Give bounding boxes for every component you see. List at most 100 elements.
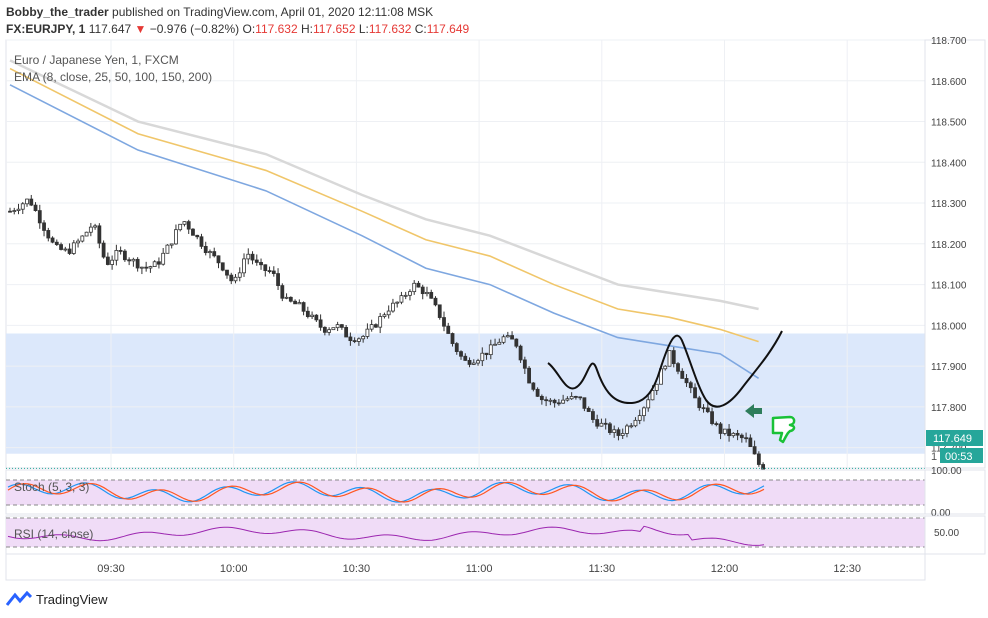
candle: [288, 296, 293, 303]
candle: [578, 396, 583, 401]
candle: [752, 440, 757, 455]
ema-line-1: [9, 67, 759, 343]
vertical-gridlines: [110, 40, 848, 554]
price-tick-label: 118.400: [931, 158, 967, 169]
candle: [527, 366, 531, 384]
time-tick-label: 10:30: [343, 563, 371, 575]
candle: [425, 286, 429, 297]
time-axis[interactable]: [5, 553, 926, 581]
rsi-line: [7, 525, 765, 546]
candle: [110, 255, 115, 270]
candle: [276, 268, 280, 290]
candle: [399, 291, 404, 305]
published-text: published on TradingView.com, April 01, …: [112, 5, 434, 19]
candle: [565, 396, 570, 402]
candle: [739, 433, 744, 443]
price-tick-label: 118.700: [931, 36, 967, 47]
candle: [71, 239, 76, 255]
time-axis-labels: 09:30 10:00 10:30 11:00 11:30 12:00 12:30: [97, 563, 861, 575]
candle: [46, 227, 51, 242]
candle: [756, 451, 761, 467]
quote-line: FX:EURJPY, 1 117.647 ▼ −0.976 (−0.82%) O…: [6, 22, 469, 36]
candle: [310, 311, 314, 320]
publish-line: Bobby_the_trader published on TradingVie…: [6, 5, 433, 19]
candle: [220, 262, 225, 272]
price-tick-label: 117.800: [931, 403, 967, 414]
candle: [33, 202, 38, 212]
candle: [433, 296, 438, 307]
horizontal-gridlines: [6, 39, 925, 449]
candle: [42, 220, 46, 237]
candle: [518, 344, 523, 363]
candle: [50, 236, 55, 244]
ema-line-2: [9, 59, 759, 311]
candle: [727, 424, 731, 442]
candle: [710, 407, 714, 426]
candle: [654, 383, 659, 395]
main-legend-title[interactable]: Euro / Japanese Yen, 1, FXCM: [14, 53, 179, 67]
rsi-legend[interactable]: RSI (14, close): [14, 527, 94, 541]
time-tick-label: 10:00: [220, 563, 248, 575]
candle: [671, 347, 676, 368]
drawn-curve-annotation: [547, 330, 783, 408]
time-tick-label: 12:30: [833, 563, 861, 575]
candle: [208, 249, 212, 259]
candle: [667, 350, 672, 367]
author-name[interactable]: Bobby_the_trader: [6, 5, 109, 19]
last-price-tag: [926, 430, 983, 446]
footer-brand[interactable]: TradingView: [6, 591, 108, 607]
ema-legend[interactable]: EMA (8, close, 25, 50, 100, 150, 200): [14, 70, 213, 84]
candle: [63, 246, 68, 252]
candle: [501, 334, 506, 345]
change-text: −0.976 (−0.82%): [149, 22, 240, 36]
candle: [12, 207, 17, 215]
candle: [335, 321, 340, 332]
candle: [531, 382, 536, 392]
candle: [420, 284, 425, 300]
candle: [263, 264, 268, 277]
candle: [646, 395, 651, 412]
candle: [25, 198, 29, 207]
tradingview-logo-icon: [6, 591, 32, 606]
candle: [369, 319, 374, 332]
candle: [744, 432, 748, 443]
candle: [212, 247, 217, 258]
candle: [374, 323, 378, 328]
candle: [233, 274, 238, 284]
candle: [437, 304, 442, 320]
candle: [157, 257, 161, 269]
stoch-legend[interactable]: Stoch (5, 3, 3): [14, 480, 90, 494]
candle: [722, 428, 727, 436]
candle: [514, 338, 519, 349]
candle: [301, 301, 306, 316]
candle: [271, 266, 276, 277]
candle: [169, 243, 174, 249]
candle: [182, 221, 187, 227]
rsi-axis: [924, 515, 986, 555]
low-value: 117.632: [368, 22, 412, 36]
candle: [37, 204, 42, 229]
candle: [242, 253, 246, 277]
candle: [250, 251, 255, 265]
symbol-label[interactable]: FX:EURJPY, 1: [6, 22, 86, 36]
candle: [586, 406, 591, 412]
time-tick-label: 09:30: [97, 563, 125, 575]
candle: [267, 266, 272, 274]
candle: [539, 394, 544, 405]
low-label: L:: [358, 22, 369, 36]
close-label: C:: [414, 22, 427, 36]
candle: [284, 293, 289, 300]
candle: [391, 298, 395, 313]
candle: [569, 392, 574, 400]
candle: [361, 335, 366, 343]
stoch-axis-label-0: 0.00: [931, 508, 951, 519]
time-tick-label: 11:30: [588, 563, 615, 575]
candle: [20, 202, 25, 214]
candle: [599, 418, 604, 427]
price-axis[interactable]: [924, 39, 986, 469]
candle: [663, 365, 668, 371]
candle: [633, 417, 638, 428]
candle: [84, 231, 89, 237]
candle: [416, 280, 421, 288]
